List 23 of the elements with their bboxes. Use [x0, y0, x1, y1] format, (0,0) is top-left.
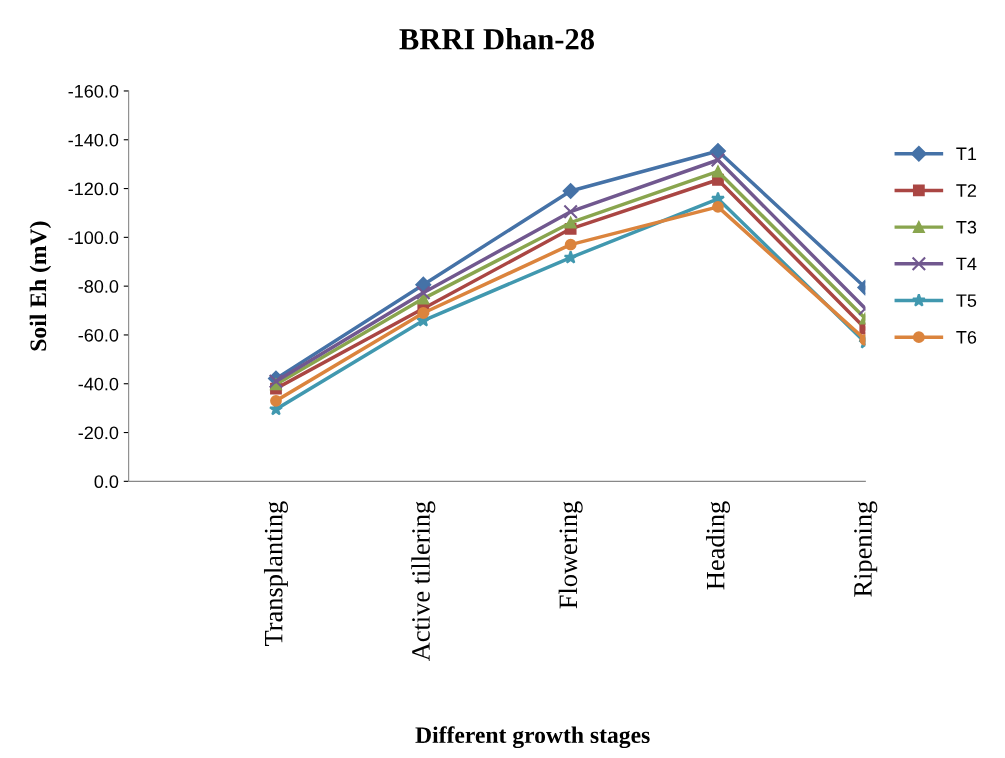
x-tick-label: Transplanting [263, 501, 288, 646]
legend-label: T6 [956, 330, 977, 344]
y-tick-label: -60.0 [78, 328, 119, 342]
x-axis-title: Different growth stages [415, 726, 650, 749]
y-tick-label: -40.0 [78, 377, 119, 391]
legend-label: T2 [956, 184, 977, 197]
y-tick-label: -160.0 [68, 84, 119, 98]
y-tick-label: -120.0 [68, 182, 119, 196]
y-axis-title: Soil Eh (mV) [29, 221, 52, 351]
y-tick-label: -140.0 [68, 133, 119, 147]
x-tick-label: Active tillering [411, 501, 436, 661]
legend-label: T5 [956, 294, 977, 307]
y-tick-label: -100.0 [68, 231, 119, 245]
y-tick-label: -80.0 [78, 280, 119, 293]
x-tick-label: Flowering [558, 501, 583, 609]
legend-label: T4 [956, 257, 977, 271]
x-tick-label: Ripening [854, 501, 878, 597]
x-tick-label: Heading [705, 501, 730, 590]
legend-label: T1 [956, 147, 977, 161]
chart-title: BRRI Dhan-28 [399, 28, 595, 50]
y-tick-label: 0.0 [94, 475, 119, 489]
legend-label: T3 [956, 220, 977, 234]
y-tick-label: -20.0 [78, 426, 119, 440]
